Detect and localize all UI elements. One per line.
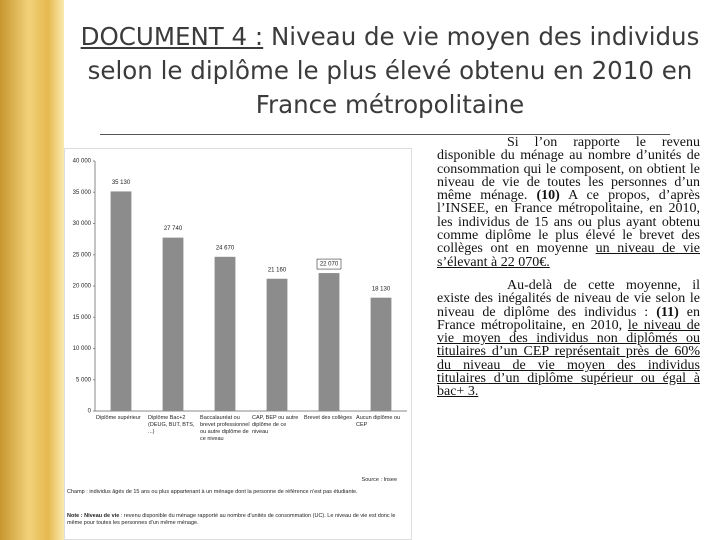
text-run: un niveau de vie s’élevant à 22 070€. xyxy=(437,241,701,270)
x-tick-label: Baccalauréat ou brevet professionnel ou … xyxy=(200,415,250,442)
text-run: en France métropolitaine, en 2010, xyxy=(437,304,700,333)
text-run: A ce propos, d’après l’INSEE, en France … xyxy=(437,188,700,257)
y-tick-label: 40 000 xyxy=(73,159,92,165)
value-label: 27 740 xyxy=(164,226,183,232)
value-label-box xyxy=(316,258,342,270)
text-run: le niveau de vie moyen des individus non… xyxy=(437,317,700,400)
x-tick-label: Diplôme Bac+2 (DEUG, BUT, BTS, ...) xyxy=(148,415,195,435)
value-label: 22 070 xyxy=(320,262,339,268)
y-tick-label: 5 000 xyxy=(76,377,92,383)
x-tick-label: Brevet des collèges xyxy=(304,415,353,421)
body-text: Si l’on rapporte le revenu disponible du… xyxy=(437,135,701,409)
field-note: Champ : individus âgés de 15 ans ou plus… xyxy=(67,489,358,495)
y-tick-label: 10 000 xyxy=(73,346,92,352)
value-label: 24 670 xyxy=(216,245,235,251)
bar xyxy=(318,273,340,411)
note-text: : revenu disponible du ménage rapporté a… xyxy=(67,513,396,526)
text-run: Au-delà de cette moyenne, il existe des … xyxy=(437,277,700,320)
title-text: Niveau de vie moyen des individus selon … xyxy=(87,22,700,119)
reference-number: (11) xyxy=(656,304,679,320)
value-label: 18 130 xyxy=(372,286,391,292)
text-run: Si l’on rapporte le revenu disponible du… xyxy=(437,135,700,204)
decorative-strip xyxy=(0,0,64,540)
title-label: DOCUMENT 4 : xyxy=(80,22,264,51)
chart-image: 0 5 000 10 000 15 000 20 000 25 000 30 000 35 0… xyxy=(64,148,412,540)
bar xyxy=(162,237,184,411)
chart: 0 5 000 10 000 15 000 20 000 25 000 30 000 35 0… xyxy=(73,159,407,415)
y-tick-label: 20 000 xyxy=(73,284,92,290)
bar xyxy=(214,256,236,411)
separator xyxy=(100,134,670,135)
x-tick-label: CAP, BEP ou autre diplôme de ce niveau xyxy=(252,415,299,435)
y-tick-label: 35 000 xyxy=(73,190,92,196)
value-label: 21 160 xyxy=(268,267,287,273)
slide-title: DOCUMENT 4 : Niveau de vie moyen des ind… xyxy=(70,20,710,122)
paragraph: Si l’on rapporte le revenu disponible du… xyxy=(437,135,701,270)
x-tick-label: Aucun diplôme ou CEP xyxy=(356,415,401,428)
bar xyxy=(370,297,392,411)
source: Source : Insee xyxy=(361,477,397,483)
paragraph: Au-delà de cette moyenne, il existe des … xyxy=(437,279,700,399)
y-tick-label: 30 000 xyxy=(73,221,92,227)
bar xyxy=(266,278,288,411)
x-tick-label: Diplôme supérieur xyxy=(96,415,141,421)
note: Note : Niveau de vie : revenu disponible… xyxy=(67,513,407,527)
y-tick-label: 0 xyxy=(88,409,92,415)
note-label: Note : Niveau de vie xyxy=(67,513,120,519)
y-tick-label: 25 000 xyxy=(73,252,92,258)
reference-number: (10) xyxy=(536,188,560,204)
y-tick-label: 15 000 xyxy=(73,315,92,321)
value-label: 35 130 xyxy=(112,180,131,186)
bar xyxy=(110,191,132,411)
